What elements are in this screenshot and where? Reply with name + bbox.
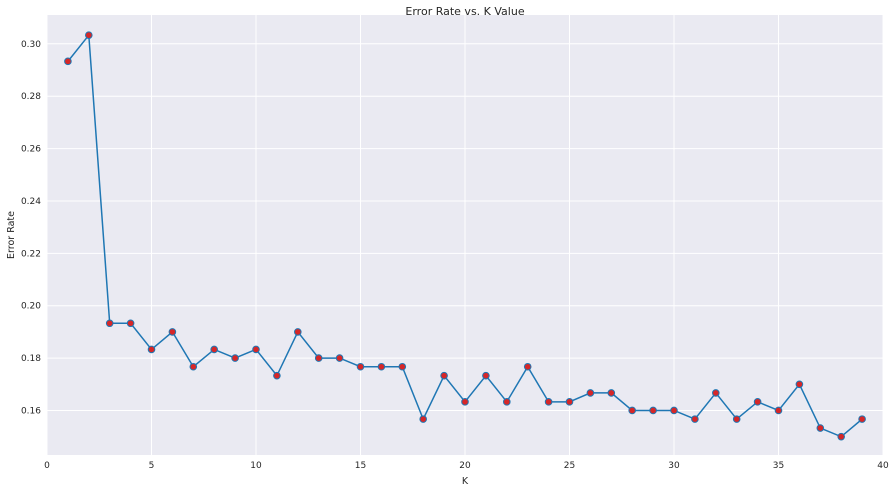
- x-tick-label: 5: [149, 461, 155, 471]
- y-tick-label: 0.20: [21, 302, 41, 312]
- x-tick-label: 15: [355, 461, 366, 471]
- data-point: [586, 389, 595, 397]
- y-tick-label: 0.30: [21, 40, 41, 50]
- x-tick-label: 25: [564, 461, 575, 471]
- data-point: [691, 415, 699, 423]
- data-point: [64, 57, 72, 66]
- data-point: [126, 319, 135, 328]
- x-tick-label: 0: [44, 461, 50, 471]
- data-point: [419, 415, 428, 423]
- data-point: [503, 398, 511, 406]
- data-point: [85, 31, 93, 39]
- data-point: [753, 398, 762, 406]
- y-tick-label: 0.24: [21, 197, 41, 207]
- data-point: [377, 362, 386, 371]
- data-point: [732, 415, 741, 423]
- data-point: [461, 398, 469, 406]
- data-point: [335, 354, 344, 362]
- y-axis-label: Error Rate: [6, 211, 17, 259]
- data-point: [273, 371, 281, 380]
- data-point: [774, 406, 783, 415]
- data-point: [649, 406, 657, 415]
- data-point: [482, 371, 490, 380]
- data-point: [168, 328, 177, 336]
- y-tick-label: 0.22: [21, 249, 41, 259]
- data-point: [523, 362, 532, 371]
- data-point: [189, 362, 198, 371]
- x-tick-label: 40: [877, 461, 889, 471]
- data-point: [398, 362, 407, 371]
- data-point: [858, 415, 866, 423]
- y-tick-label: 0.26: [21, 145, 41, 155]
- chart-title: Error Rate vs. K Value: [405, 5, 524, 18]
- data-point: [795, 380, 804, 389]
- data-point: [210, 345, 218, 354]
- data-point: [294, 328, 302, 336]
- data-point: [147, 345, 156, 354]
- x-tick-label: 20: [459, 461, 471, 471]
- y-tick-label: 0.28: [21, 92, 41, 102]
- data-point: [356, 362, 365, 371]
- x-tick-labels: 0 5 10 15 20 25 30 35 40: [44, 461, 889, 471]
- data-point: [314, 354, 323, 362]
- data-point: [837, 432, 846, 441]
- data-point: [816, 424, 825, 432]
- data-point: [565, 398, 574, 406]
- data-point: [628, 406, 637, 415]
- y-tick-labels: 0.16 0.18 0.20 0.22 0.24 0.26 0.28 0.30: [21, 40, 41, 417]
- data-point: [607, 389, 616, 397]
- x-axis-label: K: [462, 476, 469, 487]
- data-point: [105, 319, 114, 328]
- data-point: [712, 389, 720, 397]
- y-tick-label: 0.18: [21, 354, 41, 364]
- x-tick-label: 35: [773, 461, 784, 471]
- y-tick-label: 0.16: [21, 406, 41, 416]
- data-point: [440, 371, 448, 380]
- x-tick-label: 10: [250, 461, 262, 471]
- markers-layer: [64, 31, 866, 441]
- grid: [46, 15, 884, 455]
- data-point: [231, 354, 239, 362]
- data-point: [544, 398, 553, 406]
- data-point: [252, 345, 260, 354]
- x-tick-label: 30: [668, 461, 680, 471]
- data-point: [670, 406, 678, 415]
